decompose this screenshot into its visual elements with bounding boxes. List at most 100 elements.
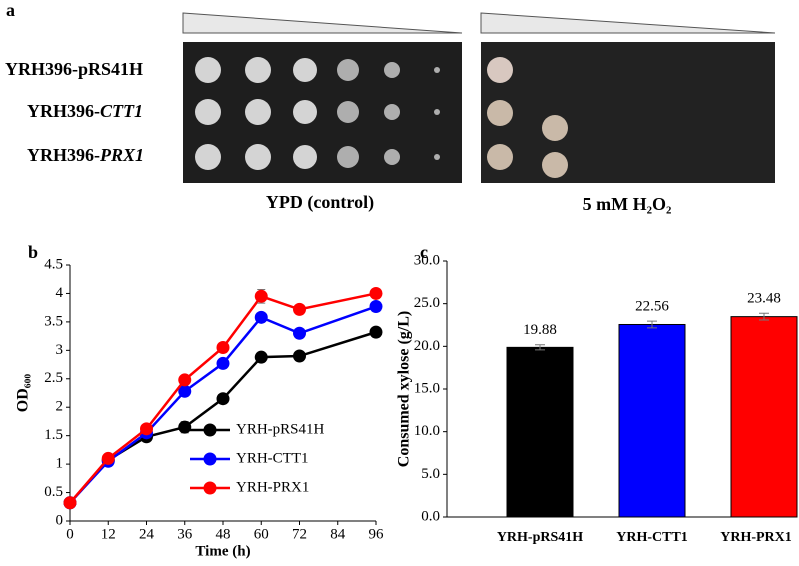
point xyxy=(293,326,306,340)
point xyxy=(369,300,383,314)
point xyxy=(254,310,268,324)
point xyxy=(63,496,77,510)
point xyxy=(216,392,230,406)
panel-label: c xyxy=(420,242,428,262)
legend-label: YRH-PRX1 xyxy=(236,479,309,495)
colony-spot xyxy=(245,144,271,170)
bar xyxy=(618,323,686,518)
y-axis-label: OD₆₀₀ xyxy=(15,374,32,413)
point xyxy=(178,373,192,387)
legend-marker xyxy=(203,452,217,466)
plate-label: YPD (control) xyxy=(266,192,374,213)
bar xyxy=(506,346,574,518)
x-tick-label: 36 xyxy=(177,526,193,542)
plate xyxy=(183,42,462,183)
value-label: 19.88 xyxy=(523,322,557,338)
y-tick-label: 0 xyxy=(56,512,64,528)
point xyxy=(178,420,192,434)
colony-spot xyxy=(245,99,271,125)
y-tick-label: 30.0 xyxy=(414,252,440,268)
colony-spot xyxy=(337,59,359,81)
colony-spot xyxy=(434,154,440,160)
y-tick-label: 5.0 xyxy=(421,466,440,482)
y-tick-label: 2 xyxy=(56,399,64,415)
x-tick-label: 96 xyxy=(369,526,385,542)
point xyxy=(369,286,383,300)
x-tick-label: 60 xyxy=(254,526,269,542)
plate xyxy=(481,42,775,183)
point xyxy=(101,451,115,465)
y-tick-label: 15.0 xyxy=(414,380,440,396)
colony-spot xyxy=(434,109,440,115)
colony-spot xyxy=(487,100,513,126)
colony-spot xyxy=(542,152,568,178)
point xyxy=(369,325,383,339)
x-tick-label: 24 xyxy=(139,526,155,542)
colony-spot xyxy=(337,101,359,123)
colony-spot xyxy=(384,62,400,78)
y-tick-label: 4 xyxy=(56,285,64,301)
colony-spot xyxy=(245,57,271,83)
y-tick-label: 10.0 xyxy=(414,423,440,439)
x-tick-label: YRH-CTT1 xyxy=(616,530,688,545)
point xyxy=(216,340,230,354)
y-tick-label: 25.0 xyxy=(414,295,440,311)
y-tick-label: 3 xyxy=(56,342,64,358)
point xyxy=(254,350,268,364)
colony-spot xyxy=(434,67,440,73)
point xyxy=(254,289,268,303)
colony-spot xyxy=(293,58,317,82)
y-tick-label: 2.5 xyxy=(44,370,63,386)
error-bar xyxy=(759,312,769,321)
colony-spot xyxy=(195,99,221,125)
legend-marker xyxy=(203,423,217,437)
bar xyxy=(730,316,798,518)
value-label: 23.48 xyxy=(747,291,781,307)
strain-label: YRH396-CTT1 xyxy=(27,101,143,121)
colony-spot xyxy=(337,146,359,168)
legend-marker xyxy=(203,481,217,495)
colony-spot xyxy=(384,104,400,120)
legend-label: YRH-CTT1 xyxy=(236,450,309,466)
x-tick-label: YRH-PRX1 xyxy=(720,530,792,545)
colony-spot xyxy=(293,100,317,124)
point xyxy=(216,356,230,370)
strain-label: YRH396-PRX1 xyxy=(27,145,144,165)
y-tick-label: 1.5 xyxy=(44,427,63,443)
panel-label: a xyxy=(6,0,15,20)
panel-label: b xyxy=(28,242,38,262)
colony-spot xyxy=(542,115,568,141)
colony-spot xyxy=(487,144,513,170)
value-label: 22.56 xyxy=(635,299,669,315)
strain-label: YRH396-pRS41H xyxy=(5,59,143,79)
x-tick-label: 12 xyxy=(101,526,116,542)
error-bar xyxy=(535,344,545,351)
point xyxy=(293,302,306,316)
colony-spot xyxy=(195,57,221,83)
series-line xyxy=(69,305,377,504)
colony-spot xyxy=(487,57,513,83)
point xyxy=(293,349,306,363)
y-tick-label: 4.5 xyxy=(44,256,63,272)
x-tick-label: YRH-pRS41H xyxy=(497,530,583,545)
point xyxy=(178,384,192,398)
y-tick-label: 0.5 xyxy=(44,484,63,500)
colony-spot xyxy=(384,149,400,165)
y-tick-label: 1 xyxy=(56,456,64,472)
dilution-wedge xyxy=(182,12,463,34)
x-tick-label: 72 xyxy=(292,526,307,542)
x-tick-label: 84 xyxy=(330,526,346,542)
legend-label: YRH-pRS41H xyxy=(236,421,325,437)
y-axis-label: Consumed xylose (g/L) xyxy=(396,311,413,467)
plate-label: 5 mM H₂O₂ xyxy=(583,194,672,214)
point xyxy=(140,422,153,436)
x-axis-label: Time (h) xyxy=(195,543,250,559)
y-tick-label: 0.0 xyxy=(421,508,440,524)
x-tick-label: 0 xyxy=(66,526,74,542)
x-tick-label: 48 xyxy=(216,526,231,542)
dilution-wedge xyxy=(480,12,776,34)
series-line xyxy=(69,292,377,504)
colony-spot xyxy=(293,145,317,169)
y-tick-label: 3.5 xyxy=(44,313,63,329)
